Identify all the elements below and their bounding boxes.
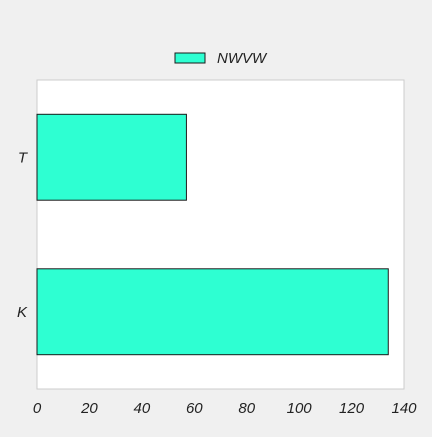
x-tick-label: 140	[391, 400, 417, 417]
bars-layer	[36, 113, 389, 356]
legend-swatch	[174, 52, 206, 64]
y-tick-label: K	[17, 304, 28, 321]
x-tick-label: 60	[186, 400, 203, 417]
legend: NWVW	[174, 50, 268, 67]
x-tick-labels: 0 20 40 60 80 100 120 140	[33, 400, 417, 417]
x-tick-label: 120	[339, 400, 365, 417]
x-tick-label: 80	[238, 400, 255, 417]
x-tick-label: 20	[80, 400, 98, 417]
x-tick-label: 100	[287, 400, 313, 417]
legend-label: NWVW	[217, 50, 268, 67]
y-tick-labels: TK	[17, 149, 29, 321]
y-tick-label: T	[18, 149, 29, 166]
x-tick-label: 0	[33, 400, 42, 417]
bar-k	[36, 268, 389, 356]
bar-t	[36, 113, 187, 201]
x-tick-label: 40	[134, 400, 151, 417]
